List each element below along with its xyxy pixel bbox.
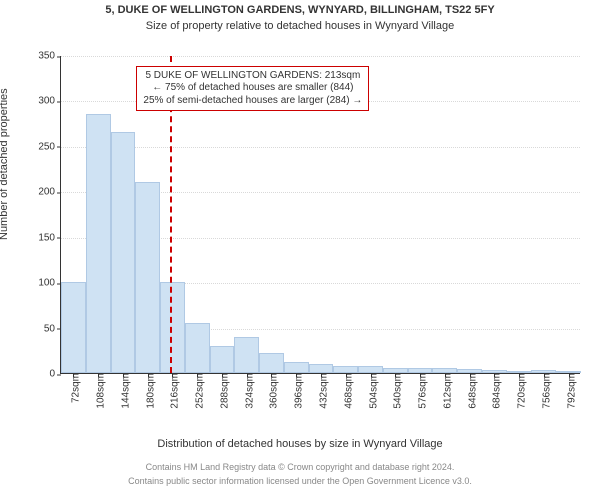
histogram-bar	[259, 353, 284, 373]
x-tick-label: 540sqm	[387, 373, 404, 409]
y-tick-label: 100	[38, 278, 61, 289]
y-tick-label: 200	[38, 187, 61, 198]
histogram-bar	[556, 371, 581, 373]
footer-licence: Contains public sector information licen…	[0, 476, 600, 486]
annotation-box: 5 DUKE OF WELLINGTON GARDENS: 213sqm ← 7…	[136, 66, 369, 112]
y-tick-label: 0	[49, 369, 61, 380]
x-tick-label: 216sqm	[164, 373, 181, 409]
x-tick-label: 684sqm	[486, 373, 503, 409]
x-tick-label: 252sqm	[189, 373, 206, 409]
histogram-bar	[457, 369, 482, 373]
histogram-bar	[284, 362, 309, 373]
gridline	[61, 147, 580, 148]
chart-container: 5, DUKE OF WELLINGTON GARDENS, WYNYARD, …	[0, 0, 600, 500]
histogram-bar	[185, 323, 210, 373]
chart-title: 5, DUKE OF WELLINGTON GARDENS, WYNYARD, …	[0, 4, 600, 16]
y-tick-label: 300	[38, 96, 61, 107]
x-tick-label: 504sqm	[362, 373, 379, 409]
x-tick-label: 576sqm	[412, 373, 429, 409]
x-tick-label: 720sqm	[511, 373, 528, 409]
histogram-bar	[383, 368, 408, 373]
x-tick-label: 792sqm	[560, 373, 577, 409]
histogram-bar	[86, 114, 111, 373]
footer-copyright: Contains HM Land Registry data © Crown c…	[0, 462, 600, 472]
x-tick-label: 324sqm	[238, 373, 255, 409]
histogram-bar	[61, 282, 86, 373]
annotation-line-3: 25% of semi-detached houses are larger (…	[143, 95, 362, 108]
x-tick-label: 612sqm	[436, 373, 453, 409]
plot-area: 05010015020025030035072sqm108sqm144sqm18…	[60, 56, 580, 374]
histogram-bar	[408, 368, 433, 373]
histogram-bar	[482, 370, 507, 373]
histogram-bar	[432, 368, 457, 373]
annotation-line-1: 5 DUKE OF WELLINGTON GARDENS: 213sqm	[143, 70, 362, 83]
y-tick-label: 350	[38, 51, 61, 62]
histogram-bar	[160, 282, 185, 373]
histogram-bar	[234, 337, 259, 373]
x-tick-label: 756sqm	[535, 373, 552, 409]
x-tick-label: 180sqm	[139, 373, 156, 409]
histogram-bar	[507, 371, 532, 373]
gridline	[61, 56, 580, 57]
x-tick-label: 144sqm	[114, 373, 131, 409]
histogram-bar	[309, 364, 334, 373]
histogram-bar	[135, 182, 160, 373]
x-tick-label: 288sqm	[213, 373, 230, 409]
x-axis-label: Distribution of detached houses by size …	[0, 438, 600, 450]
histogram-bar	[111, 132, 136, 373]
histogram-bar	[210, 346, 235, 373]
y-tick-label: 250	[38, 141, 61, 152]
y-tick-label: 50	[44, 323, 61, 334]
annotation-line-2: ← 75% of detached houses are smaller (84…	[143, 82, 362, 95]
histogram-bar	[358, 366, 383, 373]
x-tick-label: 72sqm	[65, 373, 82, 403]
x-tick-label: 108sqm	[90, 373, 107, 409]
chart-subtitle: Size of property relative to detached ho…	[0, 20, 600, 32]
x-tick-label: 648sqm	[461, 373, 478, 409]
x-tick-label: 468sqm	[337, 373, 354, 409]
histogram-bar	[531, 370, 556, 373]
x-tick-label: 360sqm	[263, 373, 280, 409]
histogram-bar	[333, 366, 358, 373]
y-axis-label: Number of detached properties	[0, 88, 10, 240]
x-tick-label: 432sqm	[313, 373, 330, 409]
x-tick-label: 396sqm	[288, 373, 305, 409]
y-tick-label: 150	[38, 232, 61, 243]
